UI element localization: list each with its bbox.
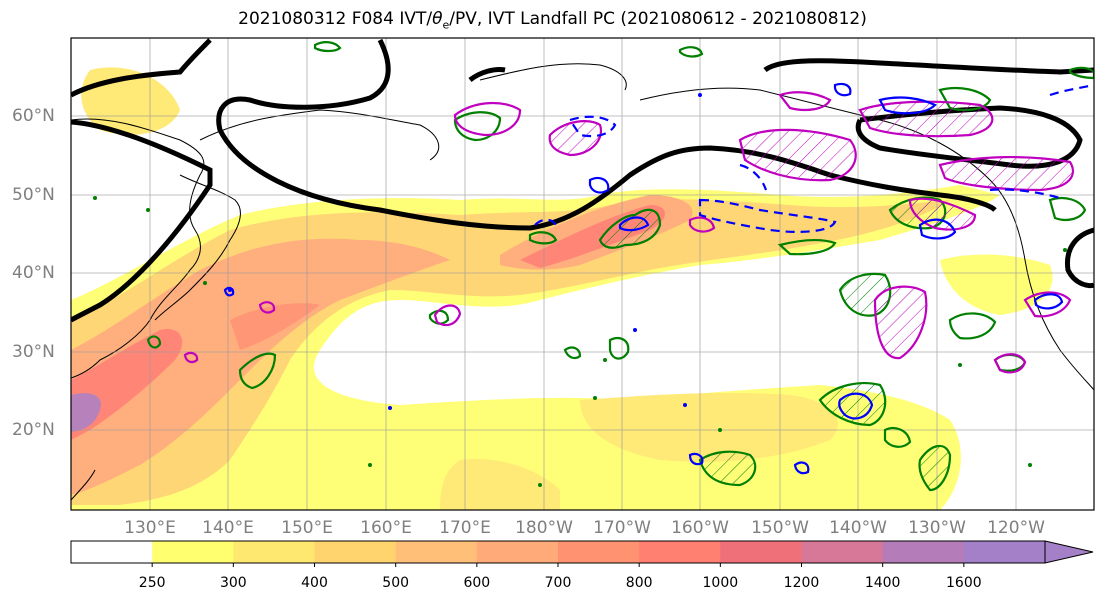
colorbar-segment xyxy=(395,541,478,563)
colorbar-tick-label: 1200 xyxy=(783,575,820,591)
lon-label: 130°W xyxy=(908,518,966,538)
colorbar-tick-label: 300 xyxy=(219,575,247,591)
lon-label: 130°E xyxy=(124,518,176,538)
blue-dashed-contours xyxy=(534,83,1094,234)
lon-label: 170°W xyxy=(593,518,651,538)
lon-label: 140°E xyxy=(202,518,254,538)
contour-specks-blue xyxy=(228,93,702,410)
colorbar-tick-label: 1600 xyxy=(946,575,982,591)
colorbar-segment xyxy=(476,541,559,563)
lat-label: 50°N xyxy=(12,185,55,205)
colorbar-tick-label: 1400 xyxy=(864,575,901,591)
figure-title: 2021080312 F084 IVT/θe/PV, IVT Landfall … xyxy=(238,9,867,32)
colorbar-tick-label: 500 xyxy=(382,575,410,591)
colorbar-tick-label: 250 xyxy=(138,575,166,591)
colorbar-segment xyxy=(71,541,153,563)
contour-specks xyxy=(93,196,1067,487)
blue-contours xyxy=(223,82,1064,475)
lat-label: 30°N xyxy=(12,342,55,362)
colorbar-segment xyxy=(801,541,884,563)
colorbar-segment xyxy=(963,541,1046,563)
colorbar-segment xyxy=(639,541,721,563)
lat-label: 60°N xyxy=(12,106,55,126)
colorbar-tick-label: 400 xyxy=(301,575,328,591)
lat-label: 20°N xyxy=(12,420,55,440)
map-area xyxy=(71,38,1094,510)
colorbar-segment xyxy=(233,541,315,563)
colorbar-segment xyxy=(558,541,640,563)
lon-label: 120°W xyxy=(987,518,1045,538)
lon-label: 170°E xyxy=(439,518,491,538)
lon-label: 160°E xyxy=(360,518,412,538)
colorbar-tick-label: 700 xyxy=(544,575,572,591)
colorbar-segment xyxy=(720,541,802,563)
ivt-shading xyxy=(71,67,1053,510)
colorbar-segment xyxy=(882,541,965,563)
lon-label: 180°W xyxy=(515,518,573,538)
colorbar-tick-label: 800 xyxy=(625,575,653,591)
colorbar-extend-arrow xyxy=(1044,540,1094,564)
lon-label: 150°W xyxy=(751,518,809,538)
colorbar-tick-label: 600 xyxy=(463,575,491,591)
lon-label: 160°W xyxy=(671,518,729,538)
gridlines xyxy=(71,38,1094,510)
colorbar-segment xyxy=(314,541,397,563)
magenta-contours xyxy=(183,91,1074,374)
colorbar-tick-label: 1000 xyxy=(702,575,739,591)
colorbar-segment xyxy=(152,541,234,563)
green-contours xyxy=(146,41,1094,492)
lat-label: 40°N xyxy=(12,263,55,283)
lon-label: 140°W xyxy=(829,518,887,538)
lon-label: 150°E xyxy=(281,518,333,538)
map-frame xyxy=(70,37,1095,511)
colorbar xyxy=(70,540,1094,567)
